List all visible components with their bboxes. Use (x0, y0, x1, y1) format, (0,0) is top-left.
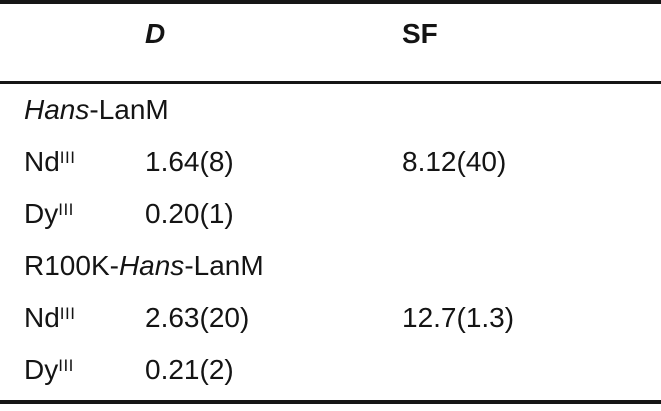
table-row-dy-1: DyIII 0.20(1) (0, 188, 661, 240)
ion-symbol: Dy (24, 197, 59, 229)
d-value: 0.20(1) (145, 197, 234, 229)
column-header-blank (0, 2, 145, 84)
group-label: Hans-LanM (0, 82, 661, 136)
d-value: 0.21(2) (145, 353, 234, 385)
sf-value: 8.12(40) (402, 145, 507, 177)
table-header: D SF (0, 2, 661, 84)
group-row-r100k-hans-lanm: R100K-Hans-LanM (0, 240, 661, 292)
header-row: D SF (0, 2, 661, 84)
ion-symbol: Dy (24, 353, 59, 385)
group-label-prefix: R100K- (24, 249, 119, 281)
sf-value (402, 344, 661, 402)
column-header-sf: SF (402, 2, 661, 84)
ion-symbol: Nd (24, 145, 60, 177)
table-row-nd-1: NdIII 1.64(8) 8.12(40) (0, 136, 661, 188)
ion-label: NdIII (0, 292, 145, 344)
oxidation-superscript: III (58, 199, 74, 219)
oxidation-superscript: III (59, 303, 76, 323)
group-label-suffix: -LanM (89, 93, 169, 125)
group-label-suffix: -LanM (184, 249, 264, 281)
ion-label: DyIII (0, 188, 145, 240)
ion-label: NdIII (0, 136, 145, 188)
sf-value (402, 188, 661, 240)
column-header-d: D (145, 2, 402, 84)
table-row-nd-2: NdIII 2.63(20) 12.7(1.3) (0, 292, 661, 344)
group-row-hans-lanm: Hans-LanM (0, 82, 661, 136)
ion-symbol: Nd (24, 301, 60, 333)
d-value: 1.64(8) (145, 145, 234, 177)
group-label-italic: Hans (118, 249, 185, 281)
oxidation-superscript: III (58, 355, 74, 375)
oxidation-superscript: III (59, 147, 76, 167)
d-value: 2.63(20) (145, 301, 250, 333)
ion-label: DyIII (0, 344, 145, 402)
group-label-italic: Hans (24, 93, 90, 125)
table-row-dy-2: DyIII 0.21(2) (0, 344, 661, 402)
group-label: R100K-Hans-LanM (0, 240, 661, 292)
sf-value: 12.7(1.3) (402, 301, 515, 333)
table-body: Hans-LanM NdIII 1.64(8) 8.12(40) DyIII 0… (0, 82, 661, 402)
